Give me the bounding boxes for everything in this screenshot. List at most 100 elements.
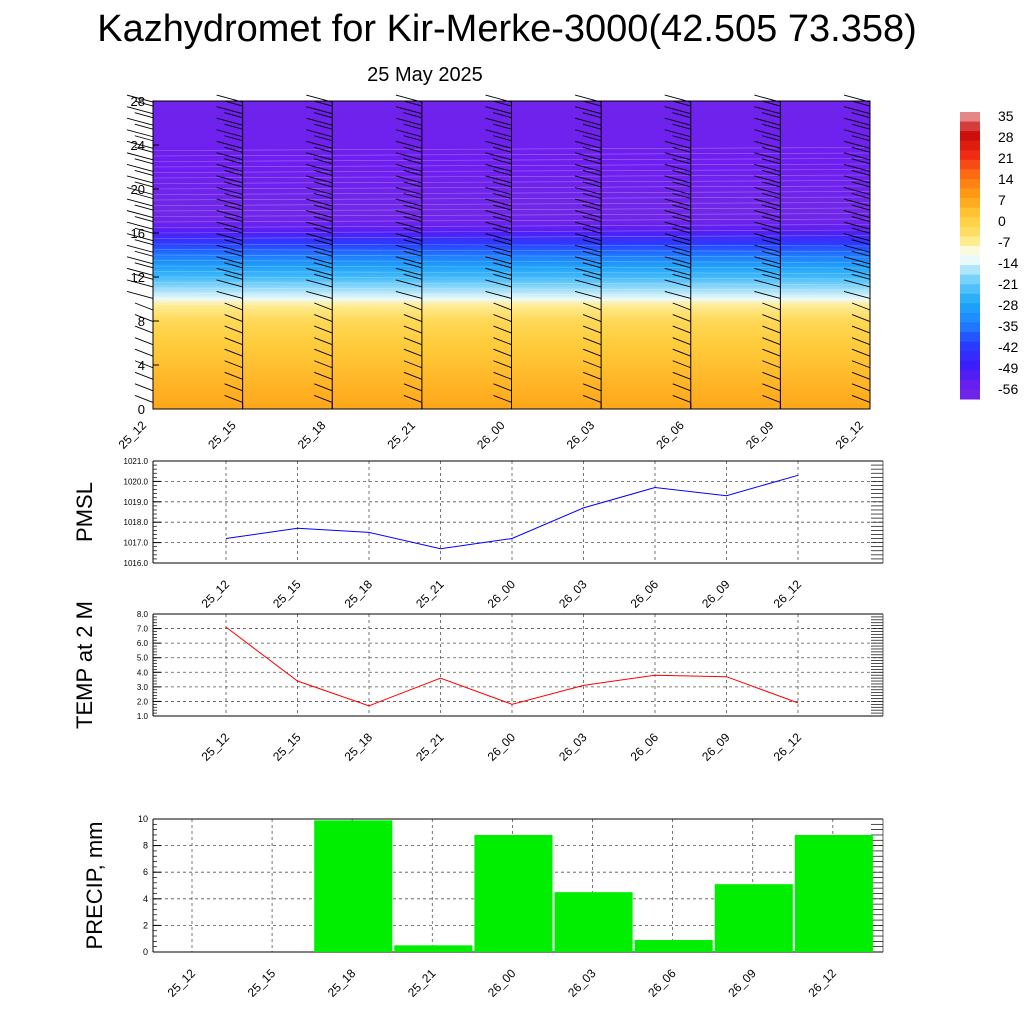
wind-barb xyxy=(134,302,154,311)
wind-barb xyxy=(762,383,781,392)
colorbar-swatch xyxy=(960,360,980,371)
wind-barb xyxy=(664,233,691,242)
wind-barb xyxy=(843,267,871,276)
colorbar-swatch xyxy=(960,226,980,237)
wind-barb xyxy=(224,216,243,223)
wind-barb xyxy=(851,100,871,107)
wind-barb xyxy=(395,152,422,161)
wind-barb xyxy=(313,123,333,130)
y-axis-title: PRECIP, mm xyxy=(82,822,107,950)
colorbar-swatch xyxy=(960,341,980,352)
wind-barb xyxy=(762,239,781,246)
wind-barb xyxy=(762,204,781,211)
wind-barb xyxy=(126,140,154,149)
x-tick-label: 25_12 xyxy=(165,966,199,1000)
wind-barb xyxy=(672,314,691,322)
wind-barb xyxy=(582,360,602,369)
wind-barb xyxy=(403,123,422,130)
wind-barb xyxy=(313,250,333,257)
wind-barb xyxy=(313,262,333,269)
x-tick-label: 26_12 xyxy=(805,966,839,1000)
chart-title: Kazhydromet for Kir-Merke-3000(42.505 73… xyxy=(97,8,917,50)
wind-barb xyxy=(134,227,154,234)
wind-barb xyxy=(134,325,154,334)
wind-barb xyxy=(582,112,602,119)
wind-barb xyxy=(493,348,512,357)
wind-barb xyxy=(754,210,781,219)
x-tick-label: 25_21 xyxy=(413,577,447,611)
wind-barb xyxy=(216,291,243,299)
wind-barb xyxy=(224,146,243,153)
y-tick-label: 4 xyxy=(138,358,145,373)
colorbar-swatch xyxy=(960,312,980,323)
wind-barb xyxy=(224,262,243,269)
wind-barb xyxy=(851,181,871,188)
precip-bar xyxy=(634,940,713,952)
wind-barb xyxy=(395,198,422,207)
wind-barb xyxy=(851,158,871,165)
wind-barb xyxy=(851,360,871,369)
wind-barb xyxy=(672,302,691,311)
wind-barb xyxy=(493,383,512,392)
wind-barb xyxy=(493,123,512,130)
wind-barb xyxy=(493,100,512,107)
wind-barb xyxy=(582,250,602,257)
wind-barb xyxy=(762,360,781,369)
wind-barb xyxy=(672,371,691,380)
colorbar-swatch xyxy=(960,351,980,362)
x-tick-label: 25_18 xyxy=(342,577,376,611)
wind-barb xyxy=(493,158,512,165)
wind-barb xyxy=(582,348,602,357)
wind-barb xyxy=(843,152,871,161)
colorbar-swatch xyxy=(960,370,980,381)
wind-barb xyxy=(216,233,243,242)
wind-barb xyxy=(485,210,512,219)
wind-barb xyxy=(313,204,333,211)
wind-barb xyxy=(843,210,871,219)
cross-section-panel: 0 4 8 12 16 20 24 28 25_12 25_15 25_18 25_21 26_00 26… xyxy=(116,94,871,452)
wind-barb xyxy=(493,216,512,223)
y-tick-label: 4.0 xyxy=(137,668,149,677)
colorbar-swatch xyxy=(960,112,980,123)
wind-barb xyxy=(403,193,422,199)
wind-barb xyxy=(672,239,691,246)
wind-barb xyxy=(403,371,423,380)
wind-barb xyxy=(493,314,512,322)
y-tick-label: 8 xyxy=(138,314,145,329)
wind-barb xyxy=(754,187,781,195)
y-tick-label: 8.0 xyxy=(137,610,149,619)
wind-barb xyxy=(762,135,781,142)
wind-barb xyxy=(672,204,691,211)
wind-barb xyxy=(851,239,871,246)
colorbar-swatch xyxy=(960,150,980,161)
wind-barb xyxy=(672,360,691,369)
wind-barb xyxy=(306,233,333,242)
wind-barb xyxy=(672,227,691,234)
wind-barb xyxy=(224,314,243,322)
colorbar-swatch xyxy=(960,389,980,400)
wind-barb xyxy=(754,106,781,115)
wind-barb xyxy=(314,360,333,369)
wind-barb xyxy=(493,227,512,234)
wind-barb xyxy=(134,204,154,211)
wind-barb xyxy=(403,169,422,176)
wind-barb xyxy=(762,262,781,269)
wind-barb xyxy=(575,233,602,242)
wind-barb xyxy=(126,152,154,161)
y-tick-label: 1020.0 xyxy=(124,477,149,486)
wind-barb xyxy=(582,169,602,176)
wind-barb xyxy=(224,100,243,107)
x-tick-label: 26_00 xyxy=(485,730,519,764)
wind-barb xyxy=(575,221,602,230)
x-tick-label: 25_12 xyxy=(116,418,150,452)
y-tick-label: 1019.0 xyxy=(124,498,149,507)
wind-barb xyxy=(395,267,422,276)
wind-barb xyxy=(493,337,512,346)
wind-barb xyxy=(754,291,781,299)
wind-barb xyxy=(851,204,871,211)
wind-barb xyxy=(126,163,154,172)
wind-barb xyxy=(134,100,154,107)
colorbar-swatch xyxy=(960,274,980,285)
wind-barb xyxy=(582,123,602,130)
y-tick-label: 1016.0 xyxy=(124,559,149,568)
